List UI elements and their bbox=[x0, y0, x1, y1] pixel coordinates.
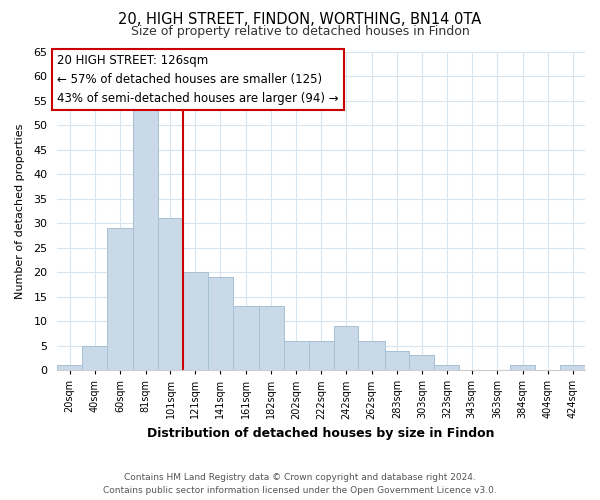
Text: 20, HIGH STREET, FINDON, WORTHING, BN14 0TA: 20, HIGH STREET, FINDON, WORTHING, BN14 … bbox=[118, 12, 482, 28]
Bar bbox=[385, 350, 409, 370]
Text: Contains HM Land Registry data © Crown copyright and database right 2024.
Contai: Contains HM Land Registry data © Crown c… bbox=[103, 474, 497, 495]
Bar bbox=[308, 340, 334, 370]
Bar bbox=[107, 228, 133, 370]
Bar bbox=[158, 218, 183, 370]
X-axis label: Distribution of detached houses by size in Findon: Distribution of detached houses by size … bbox=[148, 427, 495, 440]
Bar bbox=[334, 326, 358, 370]
Bar bbox=[208, 277, 233, 370]
Bar bbox=[259, 306, 284, 370]
Bar bbox=[183, 272, 208, 370]
Y-axis label: Number of detached properties: Number of detached properties bbox=[15, 123, 25, 298]
Bar bbox=[133, 106, 158, 370]
Bar bbox=[434, 365, 459, 370]
Bar bbox=[82, 346, 107, 370]
Text: Size of property relative to detached houses in Findon: Size of property relative to detached ho… bbox=[131, 25, 469, 38]
Bar bbox=[284, 340, 308, 370]
Bar bbox=[57, 365, 82, 370]
Text: 20 HIGH STREET: 126sqm
← 57% of detached houses are smaller (125)
43% of semi-de: 20 HIGH STREET: 126sqm ← 57% of detached… bbox=[57, 54, 339, 105]
Bar bbox=[409, 356, 434, 370]
Bar bbox=[358, 340, 385, 370]
Bar bbox=[560, 365, 585, 370]
Bar bbox=[233, 306, 259, 370]
Bar bbox=[511, 365, 535, 370]
